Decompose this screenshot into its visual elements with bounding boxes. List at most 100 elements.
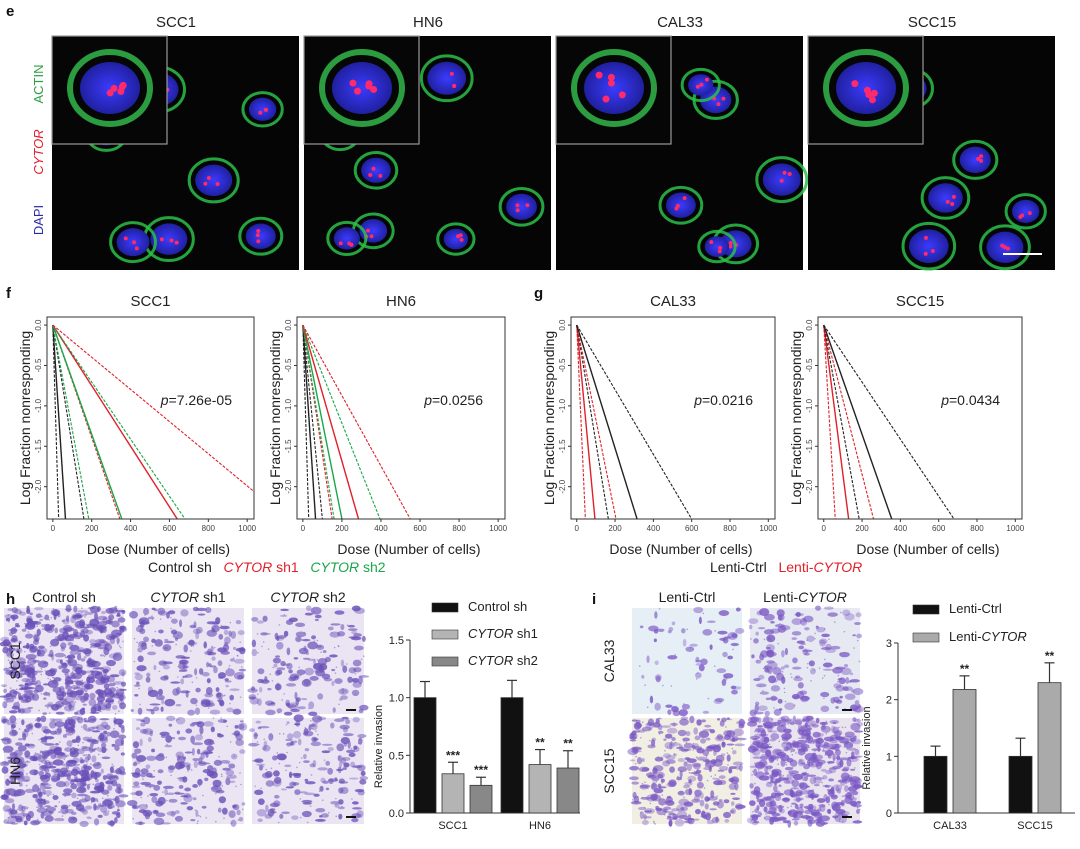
stained-cell — [32, 757, 38, 762]
stained-cell — [636, 757, 643, 765]
legend-swatch — [431, 656, 459, 667]
nucleus — [665, 192, 696, 218]
pore — [663, 813, 666, 816]
x-tick-label: 0 — [301, 524, 306, 533]
pore — [144, 614, 146, 616]
stained-cell — [24, 755, 35, 759]
pore — [710, 767, 712, 769]
stained-cell — [676, 810, 688, 818]
transwell-image — [126, 715, 248, 827]
pore — [310, 774, 313, 776]
gene-name: CYTOR — [270, 589, 319, 605]
stained-cell — [693, 606, 704, 614]
stained-cell — [791, 779, 800, 788]
stained-cell — [811, 724, 819, 728]
pore — [703, 787, 706, 789]
stained-cell — [694, 735, 701, 741]
stained-cell — [21, 719, 25, 726]
stained-cell — [61, 668, 70, 674]
stained-cell — [158, 629, 164, 634]
stained-cell — [280, 608, 290, 612]
pore — [834, 817, 837, 820]
stained-cell — [837, 779, 847, 783]
pore — [298, 674, 300, 677]
stained-cell — [351, 677, 359, 683]
pore — [777, 763, 779, 766]
pore — [86, 651, 89, 654]
stained-cell — [696, 781, 704, 789]
pore — [152, 689, 155, 692]
pore — [313, 611, 315, 614]
stained-cell — [754, 733, 763, 739]
pore — [57, 636, 60, 639]
stained-cell — [93, 798, 99, 802]
pore — [10, 732, 13, 734]
cytor-dot — [607, 73, 615, 81]
stained-cell — [66, 740, 73, 747]
pore — [658, 717, 661, 719]
stained-cell — [667, 709, 672, 715]
pore — [73, 786, 75, 789]
stained-cell — [66, 658, 74, 664]
pore — [31, 732, 34, 735]
stained-cell — [93, 667, 104, 670]
pore — [140, 796, 143, 799]
stained-cell — [776, 609, 785, 617]
stained-cell — [273, 663, 278, 668]
pore — [283, 693, 285, 695]
pore — [34, 752, 37, 754]
pore — [658, 733, 661, 735]
cytor-dot — [863, 86, 871, 94]
stained-cell — [762, 722, 767, 727]
pore — [856, 807, 859, 809]
stained-cell — [679, 718, 689, 726]
stained-cell — [749, 800, 756, 806]
pore — [810, 817, 813, 819]
stained-cell — [104, 724, 111, 731]
stained-cell — [641, 674, 645, 679]
zoom-inset — [555, 35, 672, 145]
pore — [286, 751, 288, 754]
stained-cell — [195, 607, 207, 612]
stained-cell — [279, 614, 288, 618]
stained-cell — [766, 651, 777, 657]
stained-cell — [821, 633, 830, 638]
stained-cell — [103, 683, 110, 690]
cytor-dot — [717, 249, 722, 254]
pore — [298, 666, 300, 669]
stained-cell — [67, 700, 76, 708]
stained-cell — [138, 641, 147, 647]
stained-cell — [704, 724, 712, 728]
pore — [779, 784, 781, 786]
pore — [80, 718, 83, 720]
stained-cell — [755, 631, 759, 636]
stained-cell — [111, 780, 118, 787]
pore — [36, 615, 39, 618]
pore — [47, 707, 49, 709]
stained-cell — [804, 775, 809, 782]
pore — [63, 805, 66, 807]
stained-cell — [112, 797, 118, 802]
stained-cell — [844, 693, 856, 700]
pore — [674, 741, 677, 744]
stained-cell — [702, 628, 713, 636]
stained-cell — [55, 742, 59, 746]
pore — [334, 672, 337, 674]
chart-title: SCC15 — [896, 293, 944, 310]
transwell-image — [746, 715, 864, 828]
dilution-line — [302, 324, 411, 519]
cytor-dot — [264, 107, 269, 112]
pore — [791, 766, 794, 769]
x-axis-label: Dose (Number of cells) — [609, 541, 752, 557]
pore — [190, 650, 192, 652]
actin-cell — [326, 220, 368, 256]
stained-cell — [765, 697, 771, 701]
dilution-line — [52, 324, 186, 519]
stained-cell — [848, 756, 859, 763]
pore — [162, 791, 164, 793]
pore — [14, 626, 16, 628]
legend-label: Lenti-CYTOR — [949, 629, 1027, 644]
pore — [40, 673, 43, 676]
actin-cell — [680, 67, 721, 103]
pore — [49, 645, 52, 648]
